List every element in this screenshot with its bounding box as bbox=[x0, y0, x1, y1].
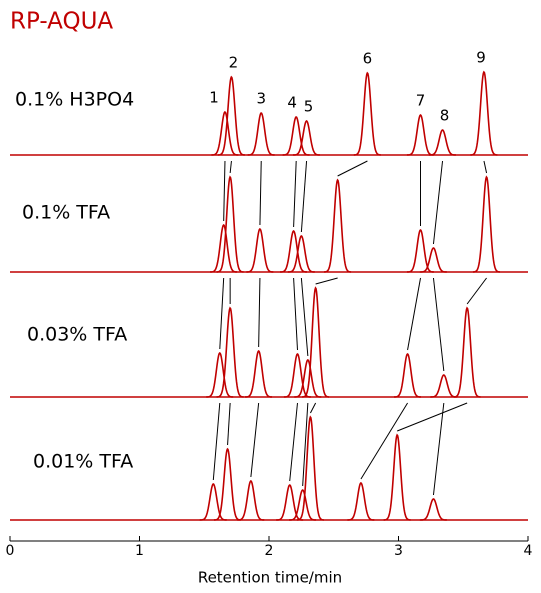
x-tick-label: 3 bbox=[394, 543, 403, 559]
peak bbox=[453, 306, 481, 398]
peak bbox=[247, 111, 275, 156]
peak bbox=[216, 306, 244, 398]
peak bbox=[347, 482, 375, 521]
peak-number: 1 bbox=[209, 89, 219, 107]
peak bbox=[287, 235, 315, 273]
peak bbox=[199, 483, 227, 521]
peak-connector bbox=[293, 277, 298, 351]
peak-connector bbox=[360, 402, 408, 480]
peak bbox=[245, 349, 273, 398]
peak bbox=[213, 447, 241, 521]
peak bbox=[246, 227, 274, 273]
trace-label: 0.1% TFA bbox=[22, 202, 110, 224]
x-axis-label: Retention time/min bbox=[198, 569, 342, 587]
peak bbox=[216, 175, 244, 273]
peak-connector bbox=[300, 160, 308, 233]
x-tick-label: 4 bbox=[524, 543, 533, 559]
peak bbox=[353, 71, 381, 156]
peak bbox=[430, 374, 458, 398]
peak-connector bbox=[219, 277, 225, 350]
peak-connector bbox=[466, 277, 487, 305]
peak-connector bbox=[309, 402, 317, 414]
peak-connector bbox=[293, 160, 297, 228]
peak bbox=[393, 352, 421, 398]
x-tick-label: 1 bbox=[135, 543, 144, 559]
peak-number: 7 bbox=[416, 92, 426, 110]
peak-connector bbox=[212, 402, 221, 481]
peak-connector bbox=[483, 160, 488, 174]
peak bbox=[472, 175, 501, 273]
peak-number: 8 bbox=[440, 107, 450, 125]
peak bbox=[296, 415, 324, 521]
peak-number: 4 bbox=[287, 94, 297, 112]
peak-number: 9 bbox=[476, 49, 486, 67]
peak bbox=[289, 489, 317, 521]
peak bbox=[294, 359, 322, 398]
peak-connector bbox=[432, 160, 444, 245]
peak-connector bbox=[432, 402, 445, 496]
peak bbox=[217, 75, 245, 156]
peak-connector bbox=[259, 160, 262, 226]
peak bbox=[406, 228, 434, 273]
peak-connector bbox=[258, 277, 261, 348]
x-tick-label: 2 bbox=[265, 543, 274, 559]
peak-connector bbox=[397, 402, 468, 432]
peak bbox=[419, 247, 447, 273]
peak-connector bbox=[250, 402, 260, 478]
peak bbox=[276, 484, 304, 521]
trace-label: 0.03% TFA bbox=[27, 324, 127, 346]
peak-number: 5 bbox=[304, 98, 314, 116]
peak bbox=[323, 178, 352, 273]
peak bbox=[211, 110, 239, 156]
peak-connector bbox=[315, 277, 338, 285]
peak bbox=[406, 114, 434, 156]
peak bbox=[210, 223, 238, 273]
peak bbox=[279, 230, 308, 273]
peak bbox=[237, 480, 265, 521]
peak-connector bbox=[407, 277, 422, 351]
peak-number: 6 bbox=[363, 50, 373, 68]
peak-connector bbox=[300, 277, 309, 357]
peak-number: 2 bbox=[229, 54, 239, 72]
chart-title: RP-AQUA bbox=[10, 9, 113, 35]
peak bbox=[206, 351, 234, 398]
x-tick-label: 0 bbox=[6, 543, 15, 559]
trace-label: 0.01% TFA bbox=[33, 451, 133, 473]
peak bbox=[301, 286, 330, 398]
peak bbox=[282, 116, 310, 156]
peak-connector bbox=[223, 160, 226, 222]
peak bbox=[292, 120, 320, 156]
peak bbox=[383, 433, 411, 521]
peak-connector bbox=[432, 277, 445, 372]
peak-connector bbox=[289, 402, 298, 482]
peak-connector bbox=[302, 402, 309, 487]
peak-number: 3 bbox=[256, 90, 266, 108]
peak-connector bbox=[227, 402, 231, 446]
peak-connector bbox=[337, 160, 368, 177]
peak bbox=[419, 498, 447, 521]
peak-connector bbox=[229, 160, 232, 174]
peak bbox=[428, 129, 456, 156]
trace-label: 0.1% H3PO4 bbox=[15, 89, 134, 111]
peak bbox=[470, 70, 498, 156]
